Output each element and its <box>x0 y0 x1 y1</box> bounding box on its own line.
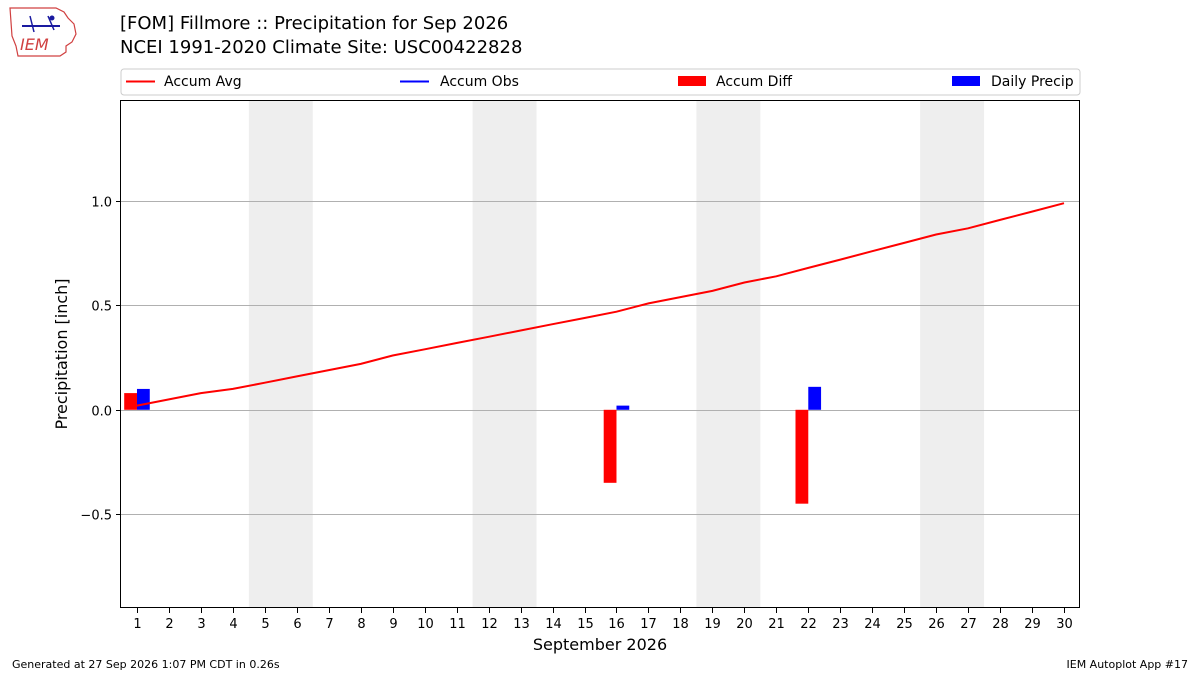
chart-title: [FOM] Fillmore :: Precipitation for Sep … <box>120 13 509 34</box>
accum-avg-line <box>136 202 1065 407</box>
x-tick-label-29: 29 <box>1024 617 1041 632</box>
x-tick-label-2: 2 <box>165 617 173 632</box>
legend: Accum Avg Accum Obs Accum Diff Daily Pre… <box>120 68 1081 96</box>
weekend-band-1 <box>472 101 537 608</box>
logo-text: IEM <box>20 35 49 54</box>
x-tick-label-3: 3 <box>197 617 205 632</box>
chart-subtitle: NCEI 1991-2020 Climate Site: USC00422828 <box>120 37 523 58</box>
x-tick-label-16: 16 <box>608 617 625 632</box>
diff-bar-day-1 <box>124 393 137 410</box>
x-tick-label-10: 10 <box>417 617 434 632</box>
x-tick-label-27: 27 <box>960 617 977 632</box>
x-tick-label-5: 5 <box>261 617 269 632</box>
x-tick-label-15: 15 <box>577 617 594 632</box>
legend-swatch-daily <box>952 76 980 86</box>
iem-logo: IEM <box>9 7 77 57</box>
x-tick-label-11: 11 <box>449 617 466 632</box>
y-tick-label-2: 0.5 <box>91 300 112 315</box>
x-tick-label-17: 17 <box>640 617 657 632</box>
bars <box>124 386 822 504</box>
y-tick-label-1: 0.0 <box>91 405 112 420</box>
plot-frame <box>120 100 1080 608</box>
x-axis: 1 2 3 4 5 6 7 8 9 10 11 12 13 14 15 16 17 18 19 20 21 22 23 24 2… <box>133 608 1073 632</box>
y-tick-label-0: −0.5 <box>80 509 112 524</box>
x-tick-label-13: 13 <box>513 617 530 632</box>
x-tick-label-21: 21 <box>768 617 785 632</box>
weekend-band-3 <box>920 101 985 608</box>
weekend-band-2 <box>696 101 761 608</box>
footer-app: IEM Autoplot App #17 <box>1066 658 1189 671</box>
x-tick-label-28: 28 <box>992 617 1009 632</box>
grid-lines <box>121 201 1080 515</box>
x-tick-label-25: 25 <box>896 617 913 632</box>
legend-frame <box>120 68 1081 96</box>
x-axis-label: September 2026 <box>533 635 667 654</box>
diff-bar-day-22 <box>795 409 809 504</box>
x-tick-label-6: 6 <box>293 617 301 632</box>
footer-generated: Generated at 27 Sep 2026 1:07 PM CDT in … <box>12 658 280 671</box>
x-tick-label-14: 14 <box>545 617 562 632</box>
legend-label-daily: Daily Precip <box>991 74 1074 90</box>
x-tick-label-30: 30 <box>1056 617 1073 632</box>
x-tick-label-26: 26 <box>928 617 945 632</box>
weekend-band-0 <box>248 101 313 608</box>
x-tick-label-1: 1 <box>133 617 141 632</box>
x-tick-label-23: 23 <box>832 617 849 632</box>
x-tick-label-8: 8 <box>357 617 365 632</box>
daily-bar-day-16 <box>616 405 630 410</box>
legend-label-avg: Accum Avg <box>164 74 242 90</box>
y-axis-label: Precipitation [inch] <box>52 278 71 429</box>
y-axis: −0.5 0.0 0.5 1.0 <box>80 196 121 524</box>
y-tick-label-3: 1.0 <box>91 196 112 211</box>
legend-label-obs: Accum Obs <box>440 74 519 90</box>
x-tick-label-9: 9 <box>389 617 397 632</box>
x-tick-label-19: 19 <box>704 617 721 632</box>
x-tick-label-7: 7 <box>325 617 333 632</box>
legend-label-diff: Accum Diff <box>716 74 792 90</box>
daily-bar-day-22 <box>808 386 822 410</box>
series-lines <box>136 202 1065 407</box>
x-tick-label-4: 4 <box>229 617 237 632</box>
x-tick-label-24: 24 <box>864 617 881 632</box>
diff-bar-day-16 <box>603 409 617 483</box>
weekend-bands <box>248 101 985 608</box>
daily-bar-day-1 <box>136 388 150 410</box>
x-tick-label-20: 20 <box>736 617 753 632</box>
legend-swatch-diff <box>678 76 706 86</box>
x-tick-label-12: 12 <box>481 617 498 632</box>
x-tick-label-18: 18 <box>672 617 689 632</box>
x-tick-label-22: 22 <box>800 617 817 632</box>
